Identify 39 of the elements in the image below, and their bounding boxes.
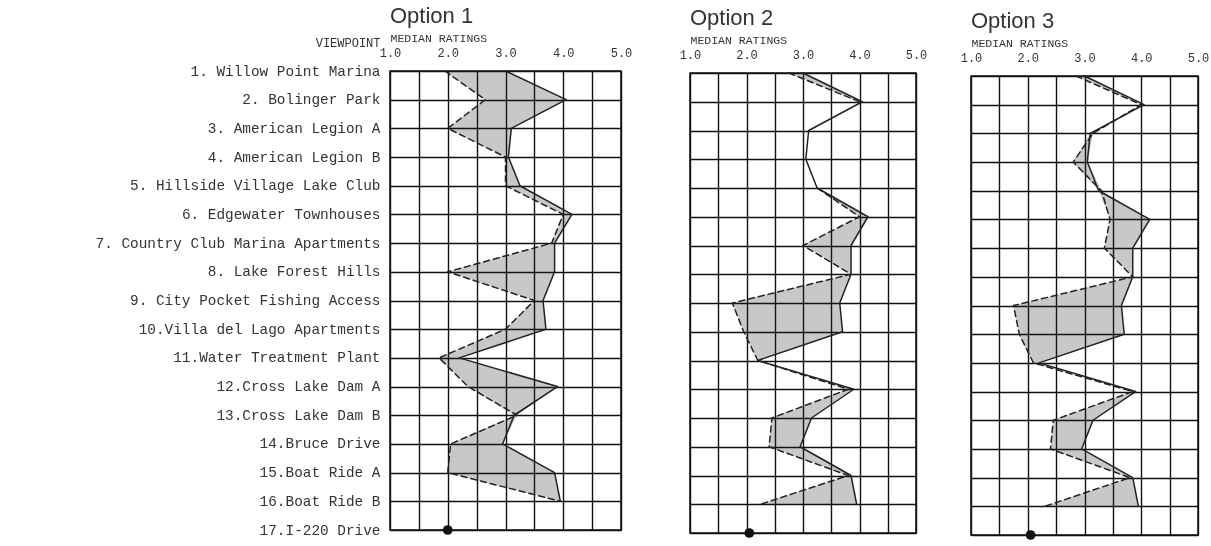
- y-tick-label: 2. Bolinger Park: [242, 92, 381, 109]
- x-tick-label: 5.0: [1187, 51, 1210, 66]
- y-tick-label: 1. Willow Point Marina: [190, 63, 381, 80]
- y-tick-label: 3. American Legion A: [207, 120, 381, 137]
- y-tick-label: 14.Bruce Drive: [259, 436, 381, 453]
- y-tick-label: 13.Cross Lake Dam B: [216, 407, 381, 424]
- x-tick-label: 4.0: [552, 46, 575, 61]
- chart-title: Option 2: [690, 5, 774, 30]
- y-tick-label: 10.Villa del Lago Apartments: [138, 321, 381, 338]
- x-axis-title: MEDIAN RATINGS: [971, 36, 1069, 50]
- y-tick-label: 11.Water Treatment Plant: [173, 350, 381, 367]
- x-tick-label: 3.0: [495, 46, 517, 61]
- y-tick-label: 5. Hillside Village Lake Club: [130, 178, 381, 195]
- y-tick-label: 15.Boat Ride A: [259, 465, 381, 482]
- x-tick-label: 3.0: [1074, 51, 1096, 66]
- x-axis-title: MEDIAN RATINGS: [690, 33, 788, 47]
- x-tick-label: 2.0: [437, 46, 460, 61]
- y-tick-label: 6. Edgewater Townhouses: [181, 206, 381, 223]
- x-tick-label: 3.0: [792, 48, 815, 63]
- x-tick-label: 1.0: [379, 46, 402, 61]
- y-tick-label: 17.I-220 Drive: [259, 522, 381, 539]
- x-tick-label: 5.0: [610, 46, 633, 61]
- x-tick-label: 1.0: [960, 51, 983, 66]
- y-tick-label: 9. City Pocket Fishing Access: [130, 293, 381, 309]
- y-tick-label: 4. American Legion B: [207, 149, 381, 166]
- x-tick-label: 1.0: [679, 48, 702, 63]
- x-tick-label: 5.0: [905, 48, 928, 63]
- x-tick-label: 4.0: [849, 48, 871, 63]
- x-axis-title: MEDIAN RATINGS: [390, 31, 488, 45]
- y-tick-label: 12.Cross Lake Dam A: [216, 379, 381, 396]
- y-tick-label: 8. Lake Forest Hills: [207, 264, 381, 281]
- y-axis-title: VIEWPOINT: [315, 36, 381, 51]
- x-tick-label: 2.0: [1017, 51, 1040, 66]
- y-tick-label: 7. Country Club Marina Apartments: [95, 235, 381, 252]
- chart-title: Option 3: [971, 8, 1055, 33]
- x-tick-label: 2.0: [736, 48, 758, 63]
- chart-title: Option 1: [390, 3, 474, 28]
- y-tick-label: 16.Boat Ride B: [259, 493, 381, 510]
- x-tick-label: 4.0: [1130, 51, 1153, 66]
